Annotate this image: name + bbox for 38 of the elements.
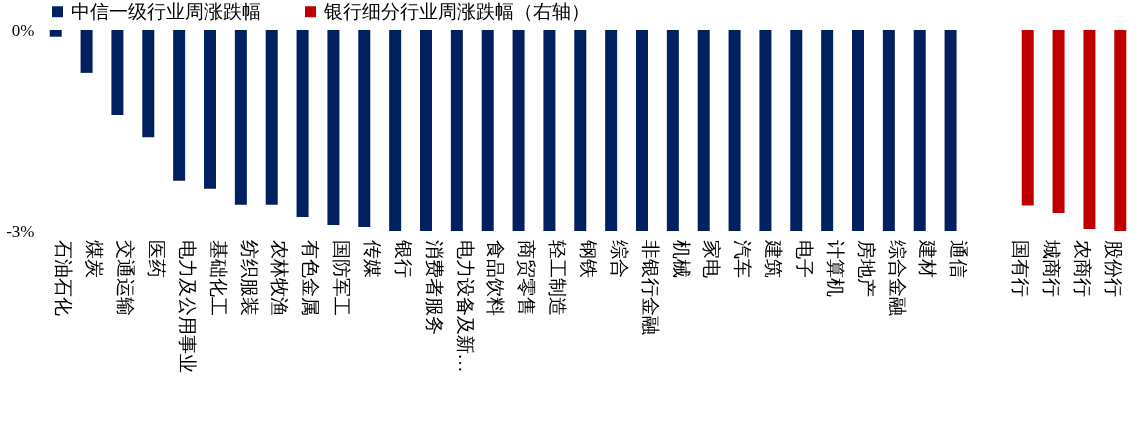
x-tick-label: 建材 [917, 238, 939, 278]
x-tick-label: 建筑 [763, 238, 785, 278]
x-tick-label: 股份行 [1102, 239, 1124, 297]
x-tick-label: 国有行 [1010, 239, 1031, 297]
x-tick-label: 综合 [608, 239, 630, 278]
x-tick-label: 轻工制造 [547, 239, 569, 316]
x-tick-label: 医药 [146, 239, 167, 278]
x-tick-label: 石油石化 [53, 239, 75, 316]
x-tick-label: 传媒 [362, 239, 383, 278]
x-tick-label: 银行 [392, 238, 414, 278]
x-tick-label: 商贸零售 [516, 239, 538, 316]
x-tick-label: 农商行 [1071, 239, 1093, 297]
x-tick-label: 城商行 [1040, 238, 1062, 297]
x-tick-label: 煤炭 [84, 239, 106, 278]
x-tick-label: 计算机 [824, 239, 846, 297]
legend-label: 银行细分行业周涨跌幅（右轴） [323, 0, 590, 22]
x-tick-label: 交通运输 [115, 239, 137, 316]
x-tick-label: 钢铁 [578, 238, 599, 278]
x-tick-label: 电力及公用事业 [176, 239, 198, 373]
x-tick-label: 综合金融 [886, 239, 908, 316]
x-tick-label: 通信 [948, 239, 970, 278]
x-tick-label: 电子 [794, 239, 815, 278]
x-tick-label: 国防军工 [331, 239, 353, 316]
x-tick-label: 农林牧渔 [269, 239, 291, 316]
x-tick-label: 基础化工 [207, 239, 229, 316]
y-tick-label: 0% [11, 20, 35, 40]
x-tick-label: 消费者服务 [423, 239, 445, 335]
x-tick-label: 家电 [701, 239, 723, 278]
x-tick-label: 有色金属 [300, 239, 322, 316]
legend-label: 中信一级行业周涨跌幅 [71, 0, 261, 22]
y-tick-label: -3% [6, 221, 35, 241]
x-tick-label: 机械 [670, 239, 692, 278]
x-tick-label: 纺织服装 [238, 239, 260, 316]
x-tick-label: 汽车 [732, 239, 754, 278]
x-tick-label: 房地产 [855, 239, 877, 297]
x-tick-label: 电力设备及新… [454, 239, 476, 373]
x-tick-label: 食品饮料 [485, 239, 507, 316]
x-tick-label: 非银行金融 [639, 239, 661, 335]
